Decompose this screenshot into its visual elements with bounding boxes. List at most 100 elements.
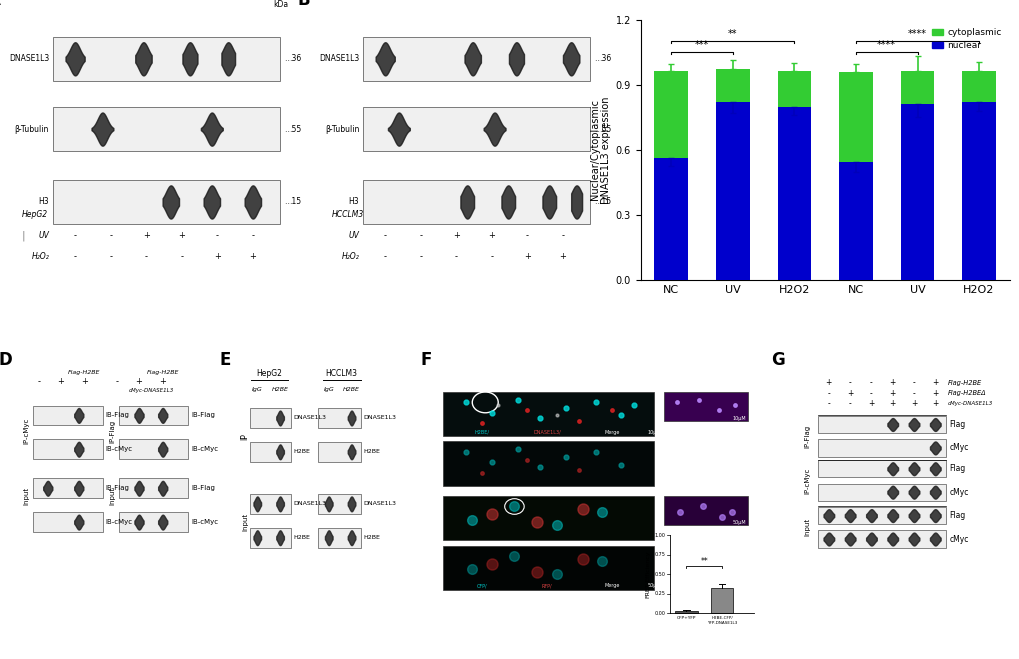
Text: -: - xyxy=(216,231,219,241)
Text: Merge: Merge xyxy=(603,430,619,435)
Bar xyxy=(654,158,688,280)
Text: +: + xyxy=(889,399,895,408)
Text: 0.00: 0.00 xyxy=(654,611,664,616)
Text: H2BE/: H2BE/ xyxy=(474,430,489,435)
Text: HepG2: HepG2 xyxy=(256,369,282,378)
Bar xyxy=(318,528,361,548)
Bar xyxy=(318,494,361,514)
Text: Input: Input xyxy=(242,513,248,531)
Text: E: E xyxy=(219,351,230,368)
Text: +: + xyxy=(559,252,566,261)
Bar xyxy=(34,512,102,532)
Text: +: + xyxy=(524,252,530,261)
Text: -: - xyxy=(109,252,112,261)
Bar xyxy=(839,72,872,162)
Bar xyxy=(250,494,290,514)
Bar xyxy=(250,442,290,462)
Text: H2BE: H2BE xyxy=(363,535,379,540)
Text: +: + xyxy=(824,378,832,387)
Bar xyxy=(654,71,688,158)
Text: DNASE1L3: DNASE1L3 xyxy=(319,54,359,63)
Text: HCCLM3: HCCLM3 xyxy=(331,210,364,219)
Text: -: - xyxy=(826,399,829,408)
Text: ****: **** xyxy=(876,40,896,50)
Text: IgG: IgG xyxy=(323,387,334,392)
Text: +: + xyxy=(910,399,916,408)
Text: DNASE1L3: DNASE1L3 xyxy=(9,54,49,63)
Bar xyxy=(250,408,290,428)
Text: Flag-H2BEΔ: Flag-H2BEΔ xyxy=(947,390,985,396)
Text: G: G xyxy=(770,351,785,368)
Text: +: + xyxy=(488,231,495,241)
Text: DNASE1L3/: DNASE1L3/ xyxy=(533,430,560,435)
Bar xyxy=(817,440,945,457)
Bar xyxy=(53,180,280,224)
Bar xyxy=(250,528,290,548)
Text: +: + xyxy=(214,252,220,261)
Bar xyxy=(318,408,361,428)
Text: -: - xyxy=(454,252,458,261)
Text: 0.25: 0.25 xyxy=(654,591,664,596)
Text: cMyc-DNASE1L3: cMyc-DNASE1L3 xyxy=(129,388,174,393)
Text: -: - xyxy=(560,231,564,241)
Bar xyxy=(34,405,102,425)
Text: cMyc: cMyc xyxy=(949,488,968,497)
Bar xyxy=(53,107,280,151)
Text: DNASE1L3: DNASE1L3 xyxy=(292,415,326,420)
Text: 50μM: 50μM xyxy=(647,583,660,588)
Text: -: - xyxy=(826,389,829,398)
Text: +: + xyxy=(889,378,895,387)
Bar xyxy=(710,588,733,614)
Text: -: - xyxy=(869,378,872,387)
Text: -: - xyxy=(251,231,254,241)
Text: +: + xyxy=(889,389,895,398)
Text: IB-Flag: IB-Flag xyxy=(191,485,215,491)
Text: H3: H3 xyxy=(39,198,49,206)
Text: IB-Flag: IB-Flag xyxy=(191,413,215,418)
Text: 0.75: 0.75 xyxy=(654,552,664,557)
Text: H₂O₂: H₂O₂ xyxy=(32,252,49,261)
Text: H2BE: H2BE xyxy=(292,535,310,540)
Text: …36: …36 xyxy=(284,54,302,63)
Bar xyxy=(363,107,590,151)
Text: +: + xyxy=(867,399,873,408)
Text: IgG: IgG xyxy=(252,387,263,392)
Text: **: ** xyxy=(700,557,707,565)
Bar xyxy=(776,107,810,280)
Text: 10μM: 10μM xyxy=(647,430,660,435)
Text: Flag-H2BE: Flag-H2BE xyxy=(147,370,178,375)
Text: Input: Input xyxy=(109,487,115,505)
Text: …15: …15 xyxy=(594,198,611,206)
Text: +: + xyxy=(178,231,185,241)
Text: +: + xyxy=(931,389,937,398)
Text: |: | xyxy=(21,231,25,241)
Text: +: + xyxy=(81,377,88,386)
Text: 0.50: 0.50 xyxy=(654,571,664,577)
Text: H2BE: H2BE xyxy=(342,387,360,392)
Text: UV: UV xyxy=(38,231,49,241)
Text: B: B xyxy=(298,0,310,9)
Bar xyxy=(663,496,747,525)
Text: H2BE: H2BE xyxy=(292,449,310,454)
Text: -: - xyxy=(848,378,851,387)
Text: H2BE: H2BE xyxy=(363,449,379,454)
Text: IB-Flag: IB-Flag xyxy=(105,413,129,418)
Text: Flag: Flag xyxy=(949,464,964,473)
Bar xyxy=(318,442,361,462)
Text: H₂O₂: H₂O₂ xyxy=(341,252,359,261)
Text: …15: …15 xyxy=(284,198,302,206)
Text: **: ** xyxy=(728,29,737,40)
Text: Flag-H2BE: Flag-H2BE xyxy=(947,380,981,386)
Text: Flag: Flag xyxy=(949,420,964,429)
Text: +: + xyxy=(846,389,853,398)
Text: cMyc: cMyc xyxy=(949,534,968,544)
Bar xyxy=(817,484,945,501)
Text: -: - xyxy=(848,399,851,408)
Text: -: - xyxy=(419,231,422,241)
Bar xyxy=(817,530,945,548)
Bar xyxy=(961,71,995,102)
Text: ****: **** xyxy=(907,29,926,40)
Text: -: - xyxy=(869,389,872,398)
Bar xyxy=(34,440,102,459)
Text: IP-cMyc: IP-cMyc xyxy=(23,418,30,444)
